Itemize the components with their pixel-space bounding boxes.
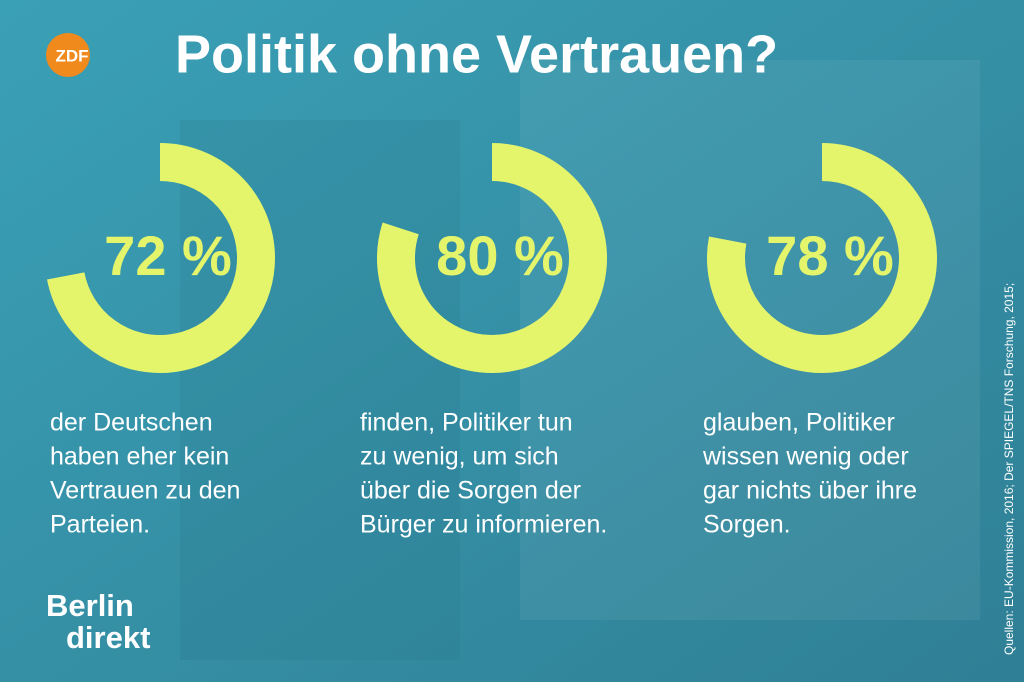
description: über die Sorgen der bbox=[360, 477, 581, 505]
description: finden, Politiker tun bbox=[360, 409, 573, 437]
chart-title: Politik ohne Vertrauen? bbox=[175, 24, 778, 84]
description: Parteien. bbox=[50, 511, 150, 539]
description: der Deutschen bbox=[50, 409, 213, 437]
value-label: 72 % bbox=[104, 224, 232, 287]
gauge-arc bbox=[47, 143, 275, 373]
brand: direkt bbox=[66, 620, 150, 655]
source: Quellen: EU-Kommission, 2016; Der SPIEGE… bbox=[1002, 283, 1016, 655]
logo: ZDF bbox=[55, 46, 88, 65]
value-label: 80 % bbox=[436, 224, 564, 287]
description: Sorgen. bbox=[703, 511, 791, 539]
description: gar nichts über ihre bbox=[703, 477, 917, 505]
description: Bürger zu informieren. bbox=[360, 511, 607, 539]
brand: Berlin bbox=[46, 588, 134, 623]
logo-mark bbox=[46, 33, 90, 77]
value-label: 78 % bbox=[766, 224, 894, 287]
gauge-arc bbox=[707, 143, 937, 373]
description: wissen wenig oder bbox=[702, 443, 909, 471]
description: zu wenig, um sich bbox=[360, 443, 559, 471]
description: haben eher kein bbox=[50, 443, 229, 471]
description: glauben, Politiker bbox=[703, 409, 895, 437]
gauge-arc bbox=[377, 143, 607, 373]
description: Vertrauen zu den bbox=[50, 477, 240, 505]
